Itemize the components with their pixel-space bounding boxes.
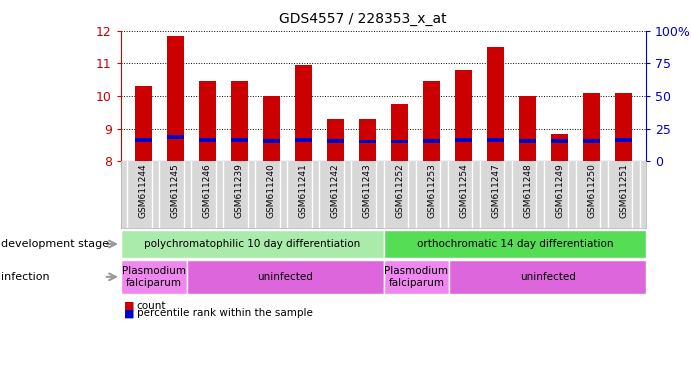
Bar: [231, 138, 248, 142]
Text: GSM611250: GSM611250: [587, 163, 596, 218]
Bar: [135, 138, 152, 142]
Bar: [327, 139, 344, 143]
Text: GSM611252: GSM611252: [395, 163, 404, 218]
Text: uninfected: uninfected: [257, 272, 313, 282]
Text: GSM611248: GSM611248: [523, 163, 532, 218]
Bar: [135, 86, 152, 161]
Bar: [486, 47, 504, 161]
Bar: [327, 119, 344, 161]
Bar: [551, 134, 569, 161]
Bar: [198, 81, 216, 161]
Text: GSM611243: GSM611243: [363, 163, 372, 218]
Bar: [519, 139, 536, 143]
Text: count: count: [137, 301, 167, 311]
Text: GSM611241: GSM611241: [299, 163, 308, 218]
Text: GSM611254: GSM611254: [459, 163, 468, 218]
Bar: [423, 81, 440, 161]
Bar: [455, 138, 473, 142]
Text: ■: ■: [124, 308, 135, 318]
Bar: [263, 96, 281, 161]
Text: GSM611247: GSM611247: [491, 163, 500, 218]
Bar: [294, 138, 312, 142]
Bar: [167, 36, 184, 161]
Bar: [231, 81, 248, 161]
Text: ■: ■: [124, 301, 135, 311]
Bar: [423, 139, 440, 142]
Bar: [583, 93, 600, 161]
Bar: [390, 140, 408, 144]
Bar: [455, 70, 473, 161]
Text: percentile rank within the sample: percentile rank within the sample: [137, 308, 313, 318]
Text: Plasmodium
falciparum: Plasmodium falciparum: [122, 266, 186, 288]
Text: development stage: development stage: [1, 239, 108, 249]
Bar: [390, 104, 408, 161]
Bar: [198, 138, 216, 142]
Text: orthochromatic 14 day differentiation: orthochromatic 14 day differentiation: [417, 239, 613, 249]
Bar: [615, 93, 632, 161]
Bar: [615, 138, 632, 142]
Bar: [167, 135, 184, 139]
Text: Plasmodium
falciparum: Plasmodium falciparum: [384, 266, 448, 288]
Text: uninfected: uninfected: [520, 272, 576, 282]
Text: GSM611251: GSM611251: [619, 163, 628, 218]
Bar: [519, 96, 536, 161]
Text: GSM611242: GSM611242: [331, 163, 340, 218]
Text: GSM611253: GSM611253: [427, 163, 436, 218]
Bar: [359, 140, 377, 144]
Text: GSM611249: GSM611249: [555, 163, 564, 218]
Text: polychromatophilic 10 day differentiation: polychromatophilic 10 day differentiatio…: [144, 239, 360, 249]
Text: GDS4557 / 228353_x_at: GDS4557 / 228353_x_at: [279, 12, 446, 25]
Bar: [551, 139, 569, 142]
Text: GSM611246: GSM611246: [203, 163, 212, 218]
Text: GSM611239: GSM611239: [235, 163, 244, 218]
Bar: [294, 65, 312, 161]
Bar: [263, 139, 281, 143]
Text: GSM611240: GSM611240: [267, 163, 276, 218]
Bar: [359, 119, 377, 161]
Text: GSM611245: GSM611245: [171, 163, 180, 218]
Bar: [583, 139, 600, 142]
Text: infection: infection: [1, 272, 49, 282]
Bar: [486, 138, 504, 142]
Text: GSM611244: GSM611244: [139, 163, 148, 218]
